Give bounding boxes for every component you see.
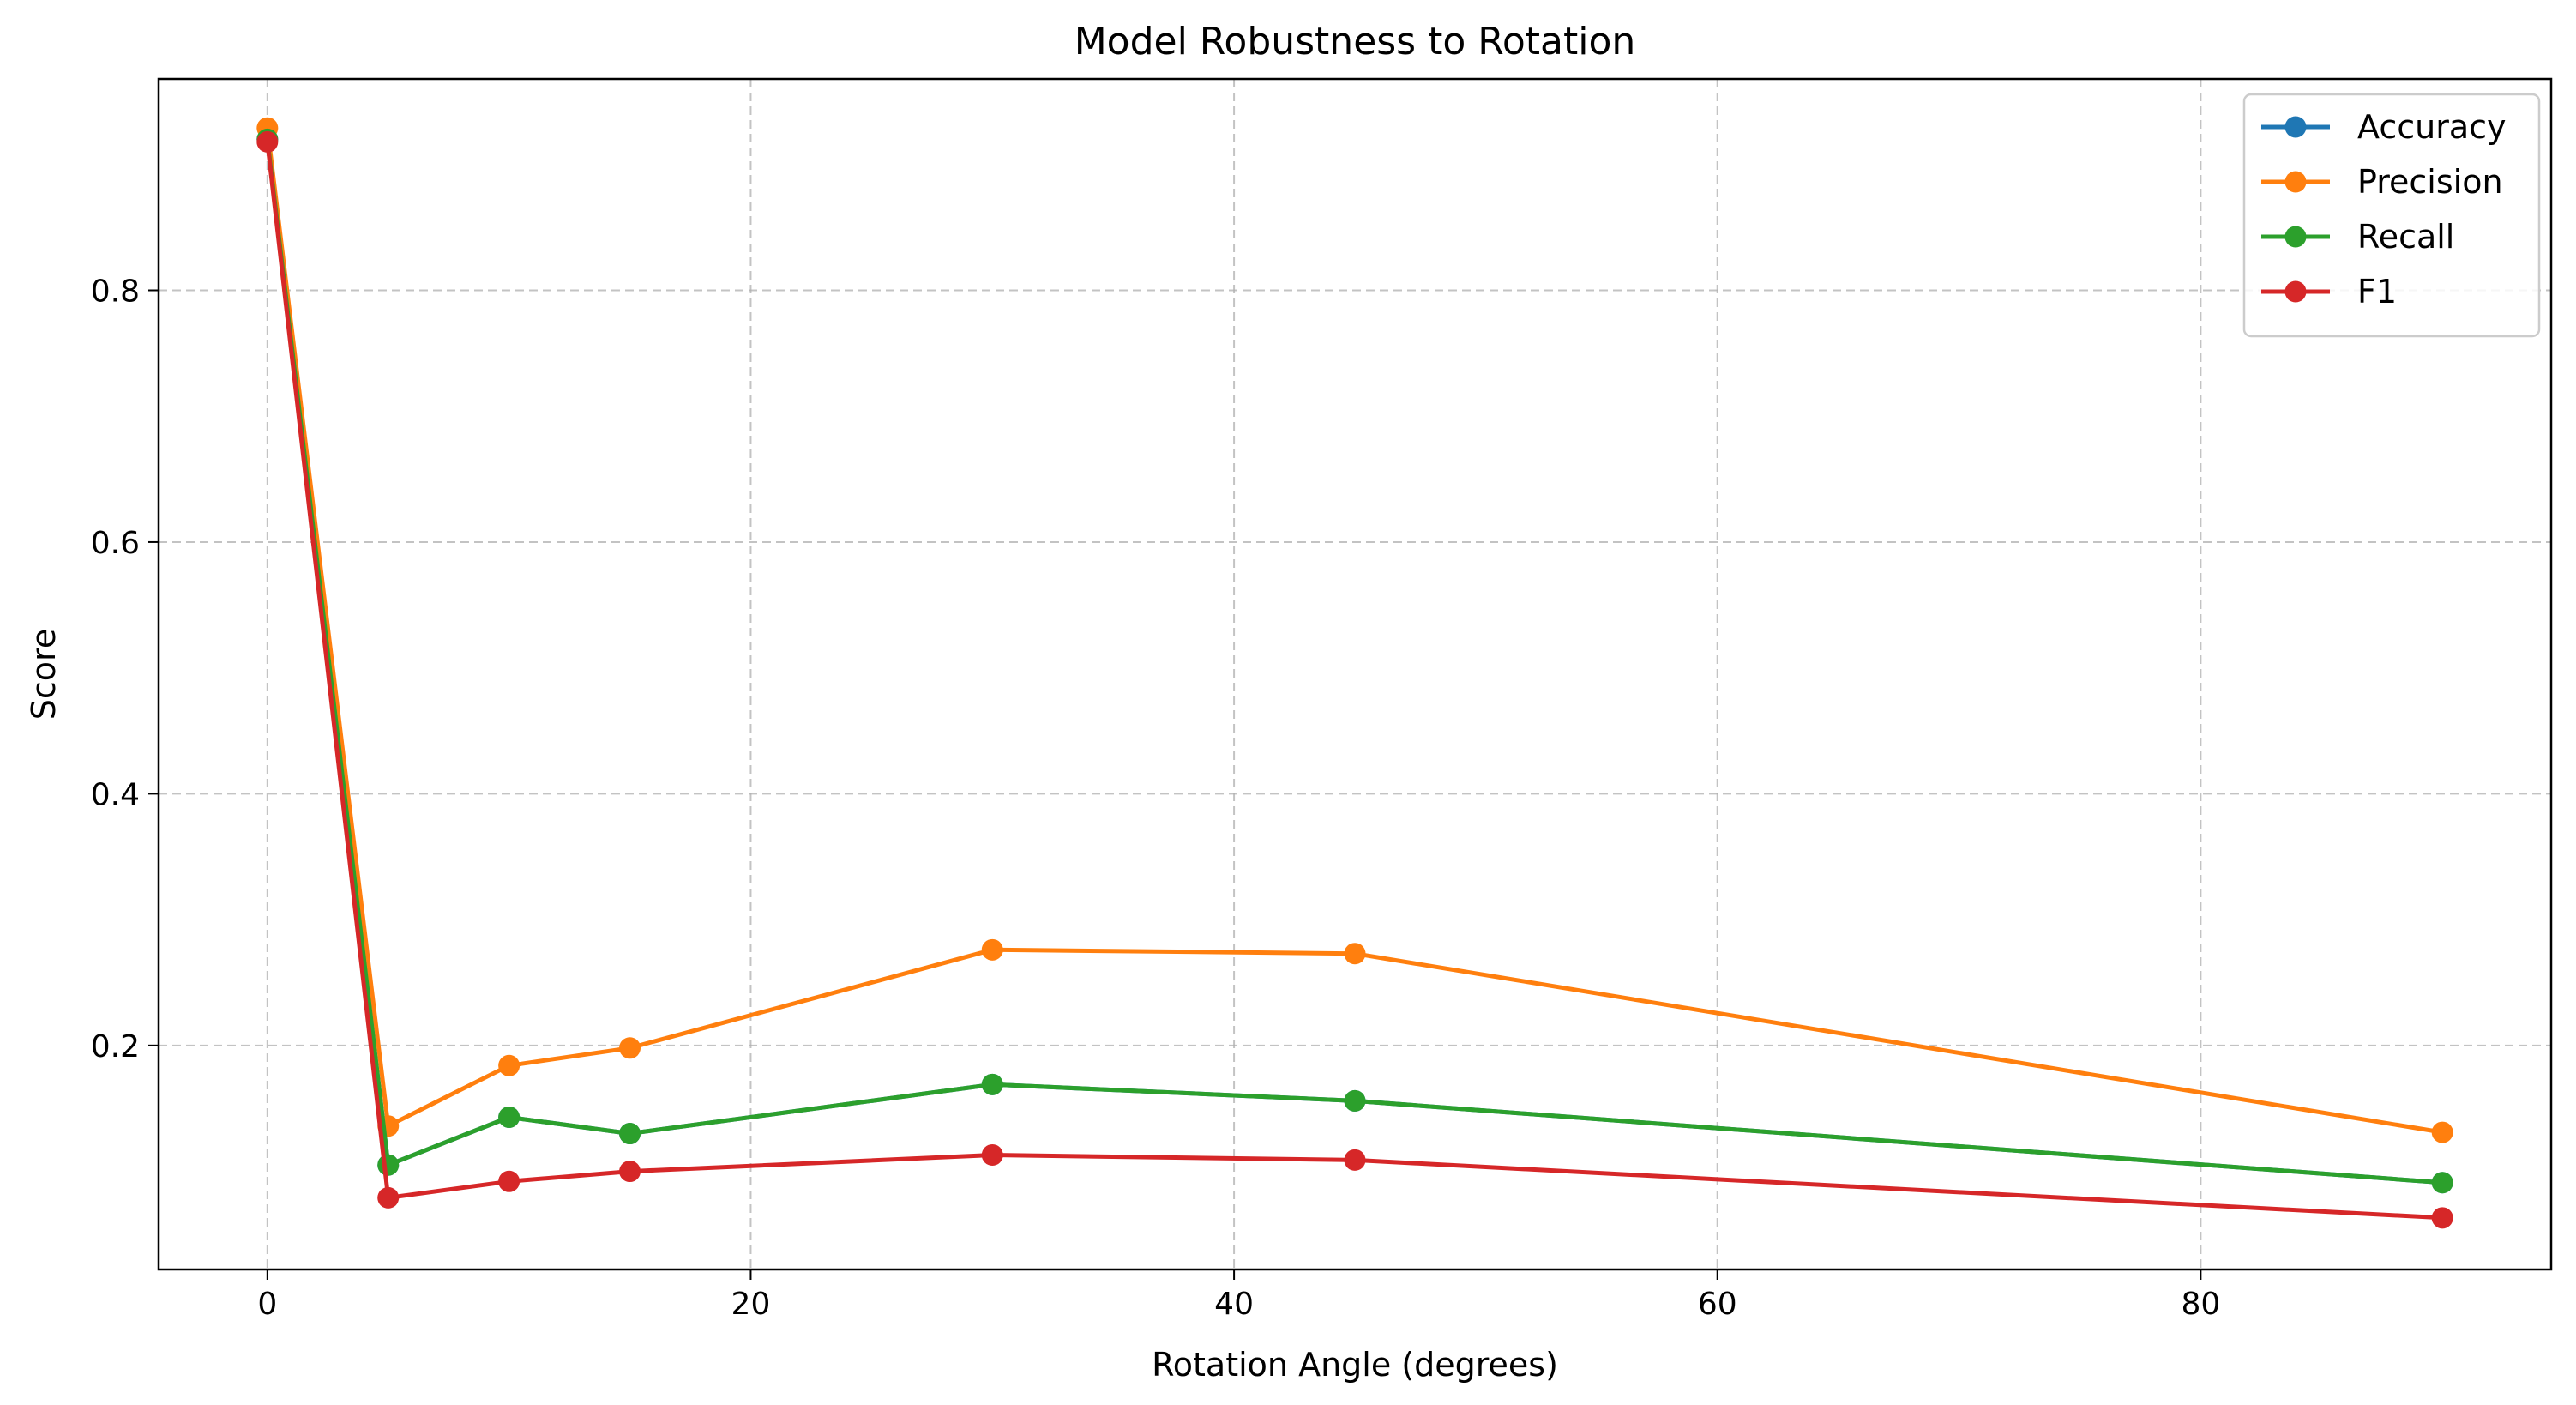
chart-title: Model Robustness to Rotation (1074, 20, 1636, 63)
y-tick-label: 0.8 (91, 274, 140, 309)
y-tick-label: 0.6 (91, 526, 140, 561)
legend-item-recall: Recall (2261, 218, 2454, 256)
data-point-f1 (498, 1170, 521, 1192)
x-axis-label: Rotation Angle (degrees) (1152, 1346, 1558, 1384)
data-point-recall (1344, 1089, 1366, 1112)
series-lines (256, 117, 2453, 1229)
y-tick-label: 0.2 (91, 1029, 140, 1064)
data-point-precision (1344, 943, 1366, 965)
legend-item-f1: F1 (2261, 273, 2397, 311)
legend-label-accuracy: Accuracy (2357, 108, 2507, 146)
data-point-recall (619, 1123, 641, 1145)
legend-box (2242, 93, 2541, 338)
legend-marker-f1 (2284, 280, 2307, 303)
legend: Accuracy Precision Recall F1 (2242, 93, 2541, 338)
data-point-recall (498, 1106, 521, 1128)
data-point-f1 (256, 130, 279, 153)
legend-marker-accuracy (2284, 116, 2307, 138)
data-point-f1 (619, 1161, 641, 1183)
legend-marker-precision (2284, 171, 2307, 193)
series-f1 (256, 130, 2453, 1229)
data-point-f1 (377, 1186, 400, 1209)
x-tick-label: 0 (257, 1287, 277, 1322)
plot-area-frame (157, 77, 2553, 1271)
data-point-recall (377, 1154, 400, 1176)
data-point-precision (619, 1037, 641, 1059)
data-point-recall (981, 1073, 1003, 1095)
axis-ticks: 0 20 40 60 80 0.2 0.4 0.6 0.8 (91, 274, 2221, 1322)
x-tick-label: 20 (731, 1287, 771, 1322)
legend-label-precision: Precision (2357, 163, 2503, 201)
x-tick-label: 80 (2181, 1287, 2220, 1322)
x-tick-label: 60 (1698, 1287, 1737, 1322)
data-point-recall (2431, 1172, 2453, 1194)
legend-item-precision: Precision (2261, 163, 2503, 201)
grid-lines (159, 79, 2551, 1269)
legend-item-accuracy: Accuracy (2261, 108, 2507, 146)
data-point-f1 (1344, 1149, 1366, 1171)
legend-label-recall: Recall (2357, 218, 2454, 256)
data-point-precision (2431, 1121, 2453, 1143)
data-point-precision (981, 938, 1003, 961)
legend-marker-recall (2284, 226, 2307, 248)
legend-label-f1: F1 (2357, 273, 2397, 311)
y-tick-label: 0.4 (91, 777, 140, 812)
data-point-precision (498, 1054, 521, 1076)
data-point-f1 (2431, 1207, 2453, 1229)
y-axis-label: Score (25, 629, 63, 720)
series-precision (256, 117, 2453, 1143)
x-tick-label: 40 (1214, 1287, 1254, 1322)
data-point-f1 (981, 1143, 1003, 1166)
